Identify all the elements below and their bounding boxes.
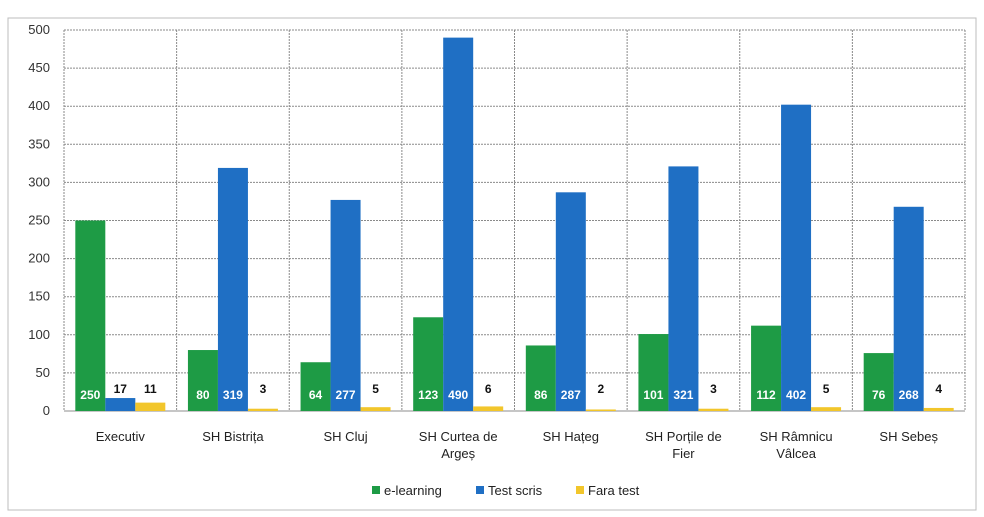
bar-test-scris: [781, 104, 812, 412]
x-tick-label-line: SH Porțile de: [645, 429, 722, 444]
x-tick-label-line: SH Hațeg: [543, 429, 599, 444]
y-tick-label: 150: [28, 289, 50, 304]
data-label: 2: [597, 382, 604, 396]
data-label: 6: [485, 382, 492, 396]
bars: 250 17 11 80 319 3 64 277 5 123 490 6 86 287 2 101 321 3 1…: [75, 37, 954, 412]
data-label: 123: [418, 388, 438, 402]
bar-test-scris: [443, 37, 474, 412]
data-label: 101: [643, 388, 663, 402]
x-tick-label: SH Bistrița: [202, 429, 264, 444]
bar-test-scris: [555, 192, 586, 411]
bar-e-learning: [525, 345, 556, 411]
data-label: 321: [673, 388, 693, 402]
data-label: 64: [309, 388, 323, 402]
y-tick-label: 500: [28, 22, 50, 37]
bar-fara-test: [247, 408, 278, 411]
data-label: 11: [144, 382, 157, 396]
bar-e-learning: [751, 325, 782, 411]
y-tick-label: 0: [43, 403, 50, 418]
data-label: 287: [561, 388, 581, 402]
bar-fara-test: [585, 409, 616, 411]
x-tick-label: SH Porțile de Fier: [645, 429, 722, 461]
x-tick-label-line: Vâlcea: [776, 446, 817, 461]
data-label: 86: [534, 388, 548, 402]
data-label: 4: [935, 382, 942, 396]
x-tick-label-line: SH Cluj: [324, 429, 368, 444]
bar-e-learning: [300, 362, 331, 411]
legend-label: e-learning: [384, 483, 442, 498]
bar-test-scris: [330, 199, 361, 411]
x-tick-label-line: SH Curtea de: [419, 429, 498, 444]
x-tick-label: SH Curtea de Argeș: [419, 429, 498, 461]
x-tick-label: SH Sebeș: [879, 429, 938, 444]
y-tick-label: 200: [28, 251, 50, 266]
chart-border: [7, 17, 977, 511]
data-label: 5: [823, 382, 830, 396]
x-tick-label-line: Argeș: [441, 446, 475, 461]
bar-fara-test: [473, 406, 504, 411]
data-label: 5: [372, 382, 379, 396]
legend-label: Fara test: [588, 483, 640, 498]
y-tick-label: 100: [28, 327, 50, 342]
data-label: 3: [260, 382, 267, 396]
legend-label: Test scris: [488, 483, 543, 498]
bar-e-learning: [413, 317, 444, 411]
bar-e-learning: [75, 220, 106, 411]
data-label: 250: [80, 388, 100, 402]
bar-e-learning: [638, 334, 669, 411]
y-tick-label: 350: [28, 136, 50, 151]
legend: e-learning Test scris Fara test: [372, 483, 640, 498]
data-label: 3: [710, 382, 717, 396]
x-tick-label: SH Hațeg: [543, 429, 599, 444]
x-tick-label: SH Râmnicu Vâlcea: [760, 429, 833, 461]
data-label: 76: [872, 388, 886, 402]
x-tick-label-line: SH Râmnicu: [760, 429, 833, 444]
data-label: 112: [756, 388, 776, 402]
data-label: 402: [786, 388, 806, 402]
data-label: 277: [336, 388, 356, 402]
x-tick-label-line: SH Bistrița: [202, 429, 264, 444]
x-tick-label-line: Fier: [672, 446, 695, 461]
bar-test-scris: [105, 398, 136, 411]
x-tick-label: Executiv: [96, 429, 146, 444]
data-label: 490: [448, 388, 468, 402]
x-tick-label-line: Executiv: [96, 429, 146, 444]
bar-e-learning: [187, 350, 218, 411]
x-tick-label-line: SH Sebeș: [879, 429, 938, 444]
x-axis: Executiv SH Bistrița SH Cluj SH Curtea de Ar…: [96, 429, 939, 461]
data-label: 319: [223, 388, 243, 402]
bar-test-scris: [893, 206, 924, 411]
data-label: 80: [196, 388, 210, 402]
legend-swatch: [372, 486, 380, 494]
bar-fara-test: [360, 407, 391, 411]
y-axis: 0 50 100 150 200 250 300 350 400 450 500: [28, 22, 50, 418]
y-tick-label: 250: [28, 213, 50, 228]
bar-fara-test: [811, 407, 842, 411]
bar-fara-test: [698, 408, 729, 411]
y-tick-label: 400: [28, 98, 50, 113]
y-tick-label: 300: [28, 174, 50, 189]
data-label: 17: [114, 382, 128, 396]
bar-test-scris: [668, 166, 699, 411]
y-tick-label: 50: [36, 365, 50, 380]
bar-e-learning: [863, 353, 894, 411]
x-tick-label: SH Cluj: [324, 429, 368, 444]
bar-fara-test: [923, 407, 954, 411]
legend-swatch: [576, 486, 584, 494]
legend-swatch: [476, 486, 484, 494]
data-label: 268: [899, 388, 919, 402]
bar-test-scris: [217, 167, 248, 411]
y-tick-label: 450: [28, 60, 50, 75]
bar-fara-test: [135, 402, 166, 411]
